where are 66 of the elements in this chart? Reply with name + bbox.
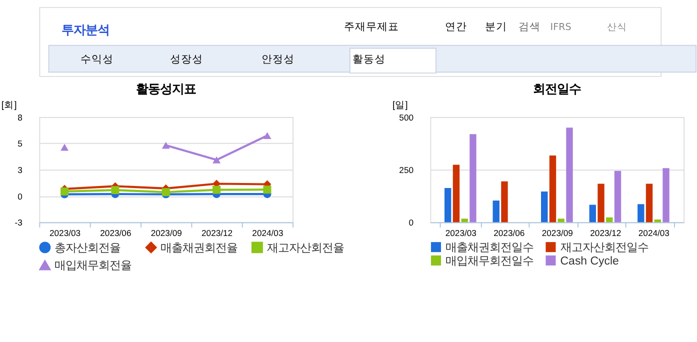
point (60, 187, 69, 196)
legend-label: 재고자산회전일수 (560, 242, 648, 254)
bar (606, 217, 613, 222)
x-tick-label: 2023/12 (201, 228, 233, 238)
bar (566, 128, 573, 222)
bar (558, 218, 564, 222)
x-tick-label: 2023/12 (590, 228, 622, 238)
point (111, 186, 120, 194)
bar (492, 200, 500, 222)
y-axis-title: [일] (392, 100, 408, 111)
x-tick-label: 2023/06 (100, 228, 132, 238)
bar (662, 168, 670, 222)
x-tick-label: 2023/03 (445, 228, 477, 238)
legend-label: 매입채무회전율 (54, 260, 132, 272)
text: 성장성 (170, 54, 203, 66)
text: 활동성 (352, 54, 386, 66)
y-tick-label: 5 (18, 138, 23, 149)
bar (598, 184, 604, 222)
legend-label: 총자산회전율 (54, 242, 120, 254)
x-tick-label: 2024/03 (252, 228, 284, 238)
text: 주재무제표 (344, 21, 400, 34)
bar (589, 204, 596, 222)
legend-label: 재고자산회전율 (266, 242, 344, 254)
y-axis-title: [회] (1, 100, 17, 111)
x-tick-label: 2023/03 (49, 228, 81, 238)
y-tick-label: -3 (14, 218, 23, 228)
text: 산식 (606, 22, 627, 34)
bar (541, 192, 548, 222)
text: 분기 (485, 21, 508, 34)
chart-title: 활동성지표 (136, 82, 196, 96)
x-tick-label: 2023/09 (542, 228, 574, 238)
point (60, 144, 69, 151)
y-tick-label: 0 (18, 191, 23, 202)
x-tick-label: 2023/06 (494, 228, 525, 238)
bar (444, 188, 452, 222)
y-tick-label: 0 (408, 218, 414, 228)
point (212, 186, 221, 194)
y-tick-label: 8 (18, 112, 23, 122)
point (212, 156, 221, 164)
point (263, 132, 272, 140)
legend-label: 매입채무회전일수 (446, 255, 534, 268)
y-tick-label: 500 (399, 112, 414, 122)
legend-label: 매출채권회전율 (160, 242, 238, 254)
point (162, 142, 170, 149)
text: 수익성 (80, 54, 114, 66)
text: 안정성 (262, 54, 295, 66)
bar (549, 156, 556, 222)
text: 투자분석 (61, 22, 110, 37)
legend-label: Cash Cycle (560, 255, 619, 268)
bar (646, 184, 653, 222)
bar (470, 134, 476, 222)
text: 연간 (444, 21, 467, 34)
bar (501, 181, 508, 222)
bar (452, 164, 460, 222)
bar (614, 170, 622, 222)
x-tick-label: 2024/03 (638, 228, 670, 238)
chart-title: 회전일수 (532, 82, 581, 96)
x-tick-label: 2023/09 (150, 228, 182, 238)
legend-label: 매출채권회전일수 (446, 242, 534, 254)
bar (461, 218, 468, 222)
y-tick-label: 3 (18, 164, 23, 175)
point (263, 186, 272, 194)
text: IFRS (550, 22, 572, 34)
text: 검색 (518, 21, 541, 34)
y-tick-label: 250 (399, 164, 414, 175)
bar (638, 204, 644, 222)
